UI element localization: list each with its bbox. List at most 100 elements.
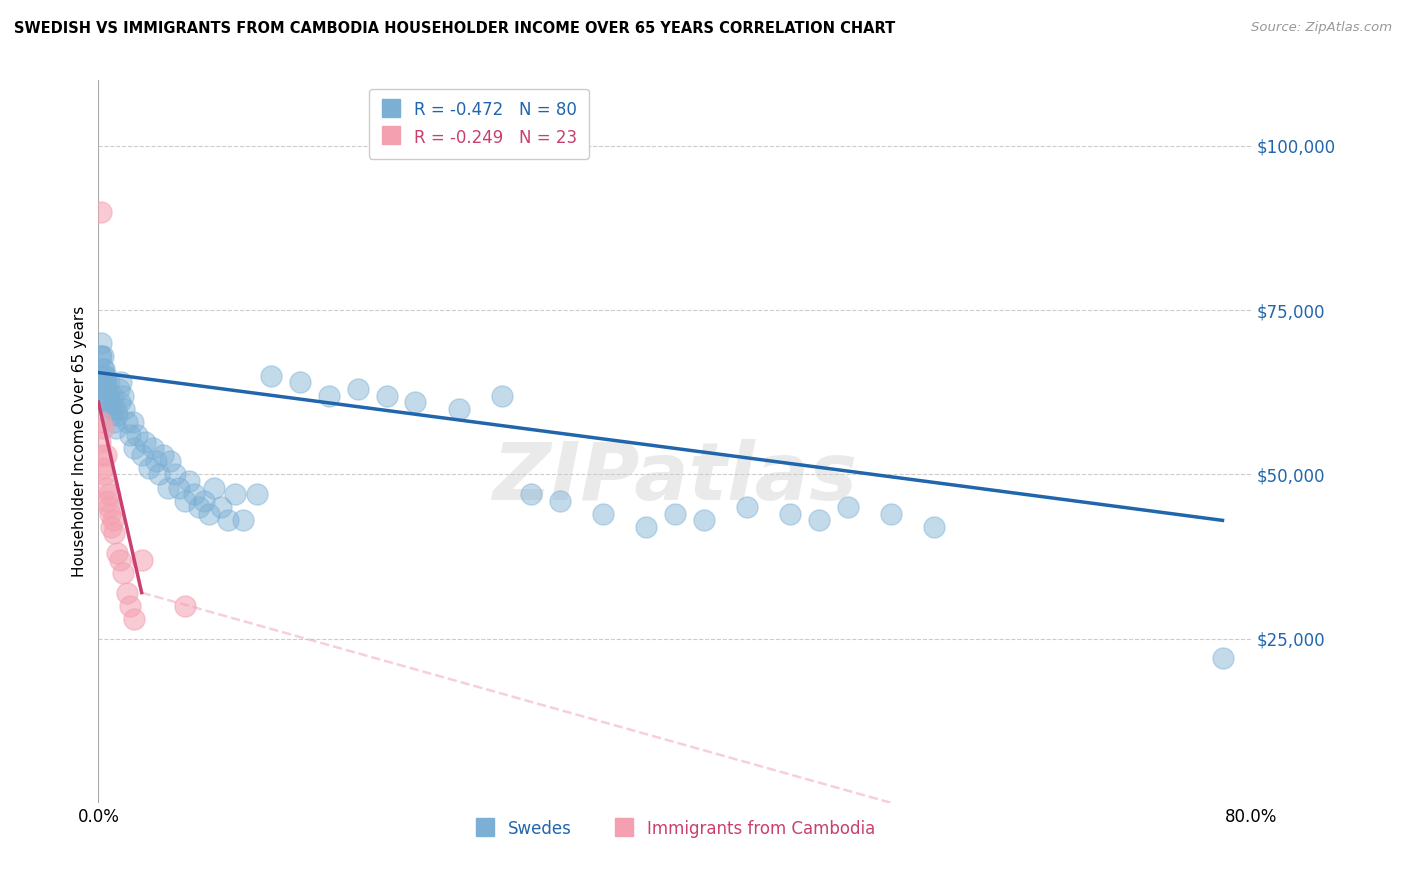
Point: [91, 460, 114, 475]
Point: [808, 513, 831, 527]
Point: [163, 467, 186, 482]
Point: [636, 520, 658, 534]
Point: [224, 487, 246, 501]
Point: [120, 599, 142, 613]
Point: [174, 599, 197, 613]
Point: [122, 415, 145, 429]
Point: [100, 520, 122, 534]
Point: [93, 467, 115, 482]
Point: [90, 204, 112, 219]
Point: [94, 368, 117, 383]
Point: [96, 493, 118, 508]
Point: [202, 481, 225, 495]
Point: [103, 526, 125, 541]
Point: [97, 376, 120, 390]
Point: [188, 500, 211, 515]
Point: [260, 368, 283, 383]
Point: [91, 362, 114, 376]
Point: [491, 388, 513, 402]
Point: [592, 507, 614, 521]
Point: [131, 448, 153, 462]
Point: [90, 368, 112, 383]
Point: [107, 382, 129, 396]
Point: [174, 493, 197, 508]
Point: [735, 500, 758, 515]
Point: [94, 448, 117, 462]
Point: [90, 448, 112, 462]
Point: [124, 441, 146, 455]
Point: [124, 612, 146, 626]
Point: [120, 428, 142, 442]
Text: ZIPatlas: ZIPatlas: [492, 439, 858, 516]
Point: [779, 507, 801, 521]
Point: [142, 441, 165, 455]
Point: [98, 507, 121, 521]
Point: [117, 415, 139, 429]
Point: [97, 500, 120, 515]
Point: [111, 388, 134, 402]
Point: [101, 388, 124, 402]
Point: [101, 401, 124, 416]
Point: [209, 500, 232, 515]
Point: [231, 513, 254, 527]
Point: [318, 388, 340, 402]
Point: [148, 467, 170, 482]
Point: [145, 454, 167, 468]
Point: [93, 362, 115, 376]
Point: [112, 401, 135, 416]
Point: [94, 376, 117, 390]
Point: [89, 349, 111, 363]
Text: Source: ZipAtlas.com: Source: ZipAtlas.com: [1251, 21, 1392, 34]
Point: [183, 487, 205, 501]
Point: [97, 388, 120, 402]
Point: [346, 382, 368, 396]
Point: [375, 388, 398, 402]
Point: [101, 513, 124, 527]
Point: [91, 376, 114, 390]
Point: [290, 376, 312, 390]
Point: [91, 349, 114, 363]
Point: [108, 395, 131, 409]
Point: [100, 409, 122, 423]
Point: [134, 434, 156, 449]
Point: [90, 336, 112, 351]
Point: [98, 401, 121, 416]
Legend: Swedes, Immigrants from Cambodia: Swedes, Immigrants from Cambodia: [468, 813, 882, 845]
Point: [664, 507, 686, 521]
Point: [90, 415, 112, 429]
Point: [837, 500, 859, 515]
Point: [693, 513, 716, 527]
Point: [104, 421, 127, 435]
Point: [246, 487, 269, 501]
Point: [105, 546, 128, 560]
Point: [94, 388, 117, 402]
Point: [520, 487, 543, 501]
Point: [198, 507, 221, 521]
Point: [1212, 651, 1234, 665]
Point: [127, 428, 149, 442]
Y-axis label: Householder Income Over 65 years: Householder Income Over 65 years: [72, 306, 87, 577]
Point: [103, 415, 125, 429]
Point: [447, 401, 470, 416]
Point: [152, 448, 174, 462]
Point: [98, 395, 121, 409]
Point: [89, 434, 111, 449]
Point: [117, 585, 139, 599]
Point: [110, 376, 132, 390]
Point: [405, 395, 427, 409]
Point: [94, 481, 117, 495]
Point: [217, 513, 239, 527]
Point: [138, 460, 160, 475]
Point: [104, 401, 127, 416]
Point: [193, 493, 215, 508]
Point: [924, 520, 946, 534]
Point: [156, 481, 179, 495]
Point: [97, 487, 120, 501]
Point: [131, 553, 153, 567]
Point: [179, 474, 201, 488]
Point: [880, 507, 903, 521]
Text: SWEDISH VS IMMIGRANTS FROM CAMBODIA HOUSEHOLDER INCOME OVER 65 YEARS CORRELATION: SWEDISH VS IMMIGRANTS FROM CAMBODIA HOUS…: [14, 21, 896, 36]
Point: [96, 382, 118, 396]
Point: [91, 421, 114, 435]
Point: [93, 382, 115, 396]
